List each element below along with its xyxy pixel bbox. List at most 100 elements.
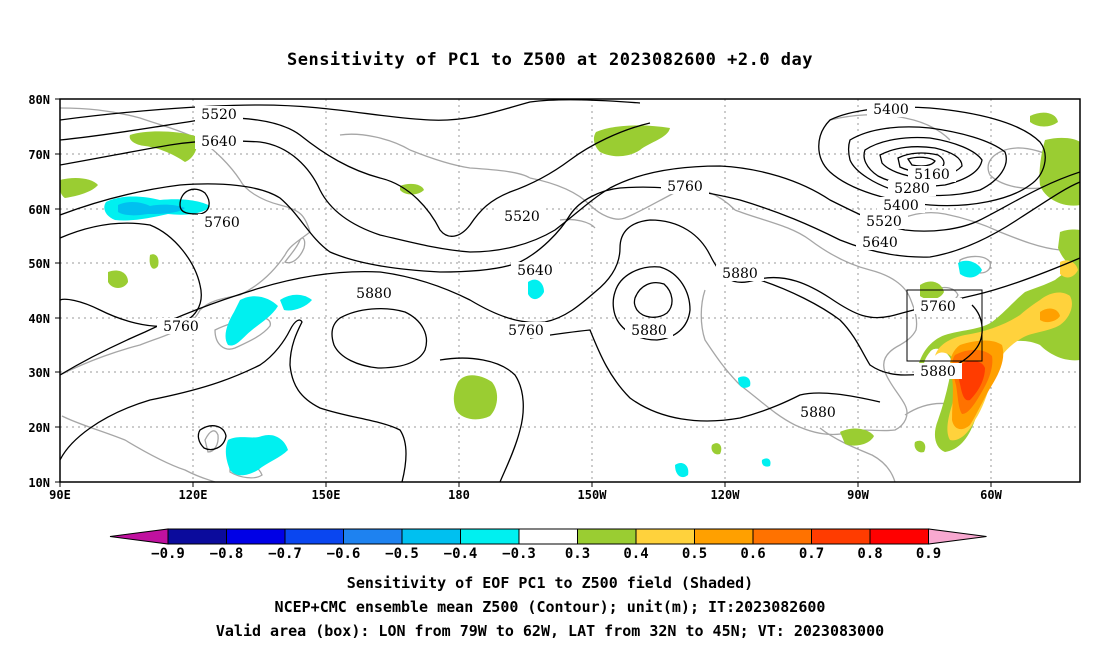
svg-text:5880: 5880: [722, 266, 758, 282]
svg-text:5640: 5640: [201, 134, 237, 150]
colorbar-label: 0.6: [740, 546, 765, 562]
lon-label: 150E: [312, 488, 341, 502]
svg-text:5520: 5520: [201, 107, 237, 123]
colorbar-swatch: [460, 528, 520, 545]
caption-line-1: Sensitivity of EOF PC1 to Z500 field (Sh…: [346, 574, 754, 592]
lon-label: 180: [448, 488, 470, 502]
colorbar-swatch: [284, 528, 344, 545]
lat-label: 20N: [28, 421, 50, 435]
contour-label: 5520: [498, 208, 546, 225]
contour-label: 5160: [908, 166, 956, 183]
colorbar-label: −0.8: [210, 546, 244, 562]
svg-text:5520: 5520: [504, 209, 540, 225]
colorbar-swatch: [635, 528, 695, 545]
svg-text:5760: 5760: [204, 215, 240, 231]
z500-contours: [60, 99, 1080, 482]
colorbar-label: −0.6: [327, 546, 361, 562]
colorbar-swatch: [401, 528, 461, 545]
lon-label: 90W: [847, 488, 869, 502]
lon-label: 60W: [980, 488, 1002, 502]
colorbar-label: −0.4: [444, 546, 478, 562]
lat-label: 10N: [28, 476, 50, 490]
svg-text:5520: 5520: [866, 214, 902, 230]
lon-label: 150W: [578, 488, 608, 502]
contour-label: 5760: [198, 214, 246, 231]
contour-label: 5520: [860, 213, 908, 230]
contour-label: 5760: [157, 318, 205, 335]
svg-text:5400: 5400: [873, 102, 909, 118]
svg-text:5880: 5880: [800, 405, 836, 421]
svg-text:5760: 5760: [667, 179, 703, 195]
colorbar-end-high: [928, 528, 987, 545]
colorbar-swatch: [869, 528, 929, 545]
svg-text:5880: 5880: [631, 323, 667, 339]
svg-text:5880: 5880: [356, 286, 392, 302]
lat-label: 70N: [28, 148, 50, 162]
contour-label: 5760: [661, 178, 709, 195]
colorbar-label: 0.4: [623, 546, 648, 562]
contour-label: 5760: [914, 298, 962, 315]
lon-labels: 90E 120E 150E 180 150W 120W 90W 60W: [49, 488, 1002, 502]
svg-text:5760: 5760: [920, 299, 956, 315]
lat-label: 80N: [28, 93, 50, 107]
contour-label: 5640: [511, 262, 559, 279]
svg-text:5400: 5400: [883, 198, 919, 214]
lon-label: 120E: [179, 488, 208, 502]
lat-label: 60N: [28, 203, 50, 217]
caption-line-3: Valid area (box): LON from 79W to 62W, L…: [215, 622, 885, 640]
map-title: Sensitivity of PC1 to Z500 at 2023082600…: [286, 50, 813, 70]
contour-labels: 5520 5640 5760 5520 5400 5160 5280 5400 …: [157, 101, 962, 421]
colorbar-swatch: [167, 528, 227, 545]
lat-label: 50N: [28, 257, 50, 271]
contour-label: 5520: [195, 106, 243, 123]
colorbar-label: 0.3: [565, 546, 590, 562]
svg-text:5760: 5760: [508, 323, 544, 339]
colorbar-labels: −0.9 −0.8 −0.7 −0.6 −0.5 −0.4 −0.3 0.3 0.4 0.5 0.6…: [151, 546, 941, 562]
contour-label: 5880: [625, 322, 673, 339]
svg-text:5640: 5640: [517, 263, 553, 279]
tick-marks: [55, 98, 992, 487]
colorbar-swatch: [518, 528, 578, 545]
lat-label: 40N: [28, 312, 50, 326]
contour-label: 5400: [877, 197, 925, 214]
colorbar-label: −0.3: [502, 546, 536, 562]
contour-label: 5880: [914, 363, 962, 380]
colorbar-label: −0.5: [385, 546, 419, 562]
contour-label: 5880: [794, 404, 842, 421]
svg-text:5160: 5160: [914, 167, 950, 183]
map-frame: [59, 98, 1081, 483]
colorbar-label: 0.8: [857, 546, 882, 562]
contour-label: 5280: [888, 180, 936, 197]
colorbar-label: 0.9: [916, 546, 941, 562]
lon-label: 120W: [711, 488, 741, 502]
svg-text:5880: 5880: [920, 364, 956, 380]
colorbar-swatch: [694, 528, 754, 545]
contour-label: 5640: [856, 234, 904, 251]
colorbar-swatch: [343, 528, 403, 545]
contour-label: 5640: [195, 133, 243, 150]
colorbar-label: −0.9: [151, 546, 185, 562]
colorbar: [109, 528, 987, 545]
svg-text:5760: 5760: [163, 319, 199, 335]
lat-labels: 80N 70N 60N 50N 40N 30N 20N 10N: [28, 93, 50, 490]
colorbar-label: −0.7: [268, 546, 302, 562]
contour-label: 5760: [502, 322, 550, 339]
graticule: [60, 99, 1080, 482]
lat-label: 30N: [28, 366, 50, 380]
colorbar-label: 0.7: [799, 546, 824, 562]
svg-text:5640: 5640: [862, 235, 898, 251]
contour-label: 5880: [716, 265, 764, 282]
colorbar-swatch: [811, 528, 871, 545]
lon-label: 90E: [49, 488, 71, 502]
colorbar-end-low: [109, 528, 169, 545]
colorbar-swatch: [752, 528, 812, 545]
colorbar-swatch: [226, 528, 286, 545]
sensitivity-shading: [60, 112, 1080, 478]
contour-label: 5880: [350, 285, 398, 302]
contour-label: 5400: [867, 101, 915, 118]
colorbar-label: 0.5: [682, 546, 707, 562]
colorbar-swatch: [577, 528, 637, 545]
svg-text:5280: 5280: [894, 181, 930, 197]
valid-area-box: [906, 289, 983, 362]
